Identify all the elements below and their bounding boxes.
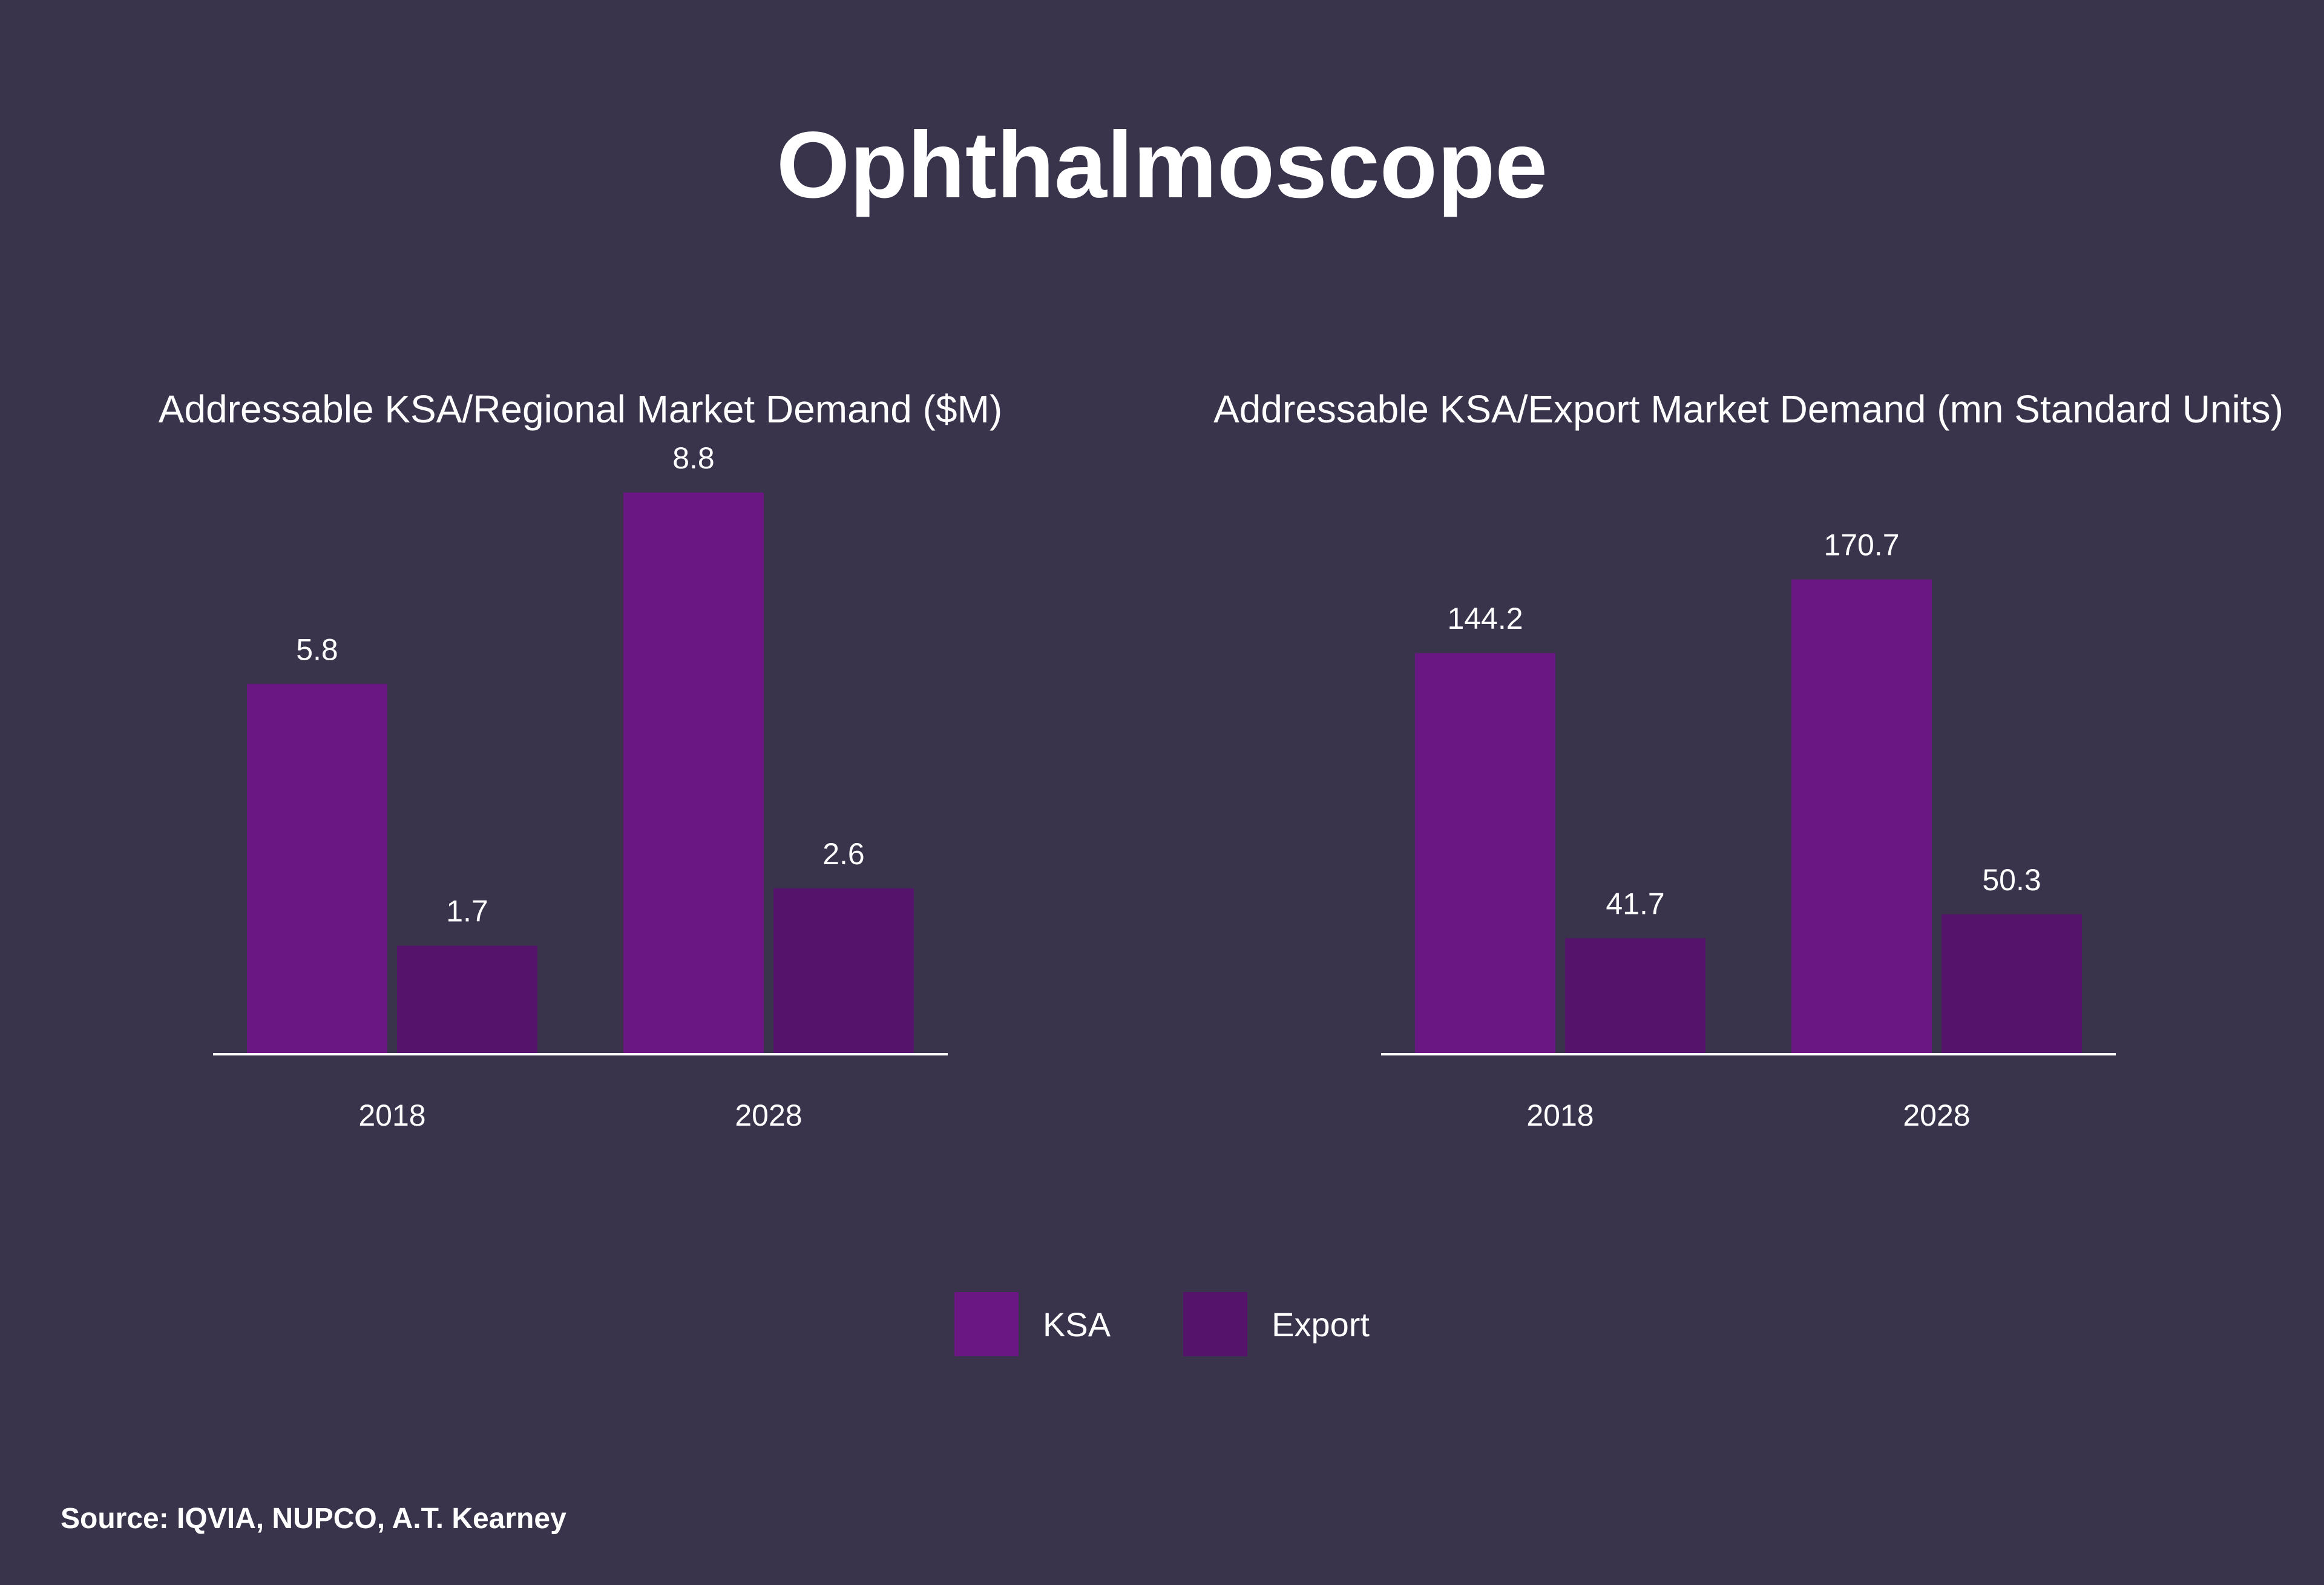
- legend-label-export: Export: [1272, 1305, 1370, 1344]
- legend-swatch-ksa: [954, 1292, 1019, 1356]
- regional-chart-tick-label-2018: 2018: [358, 1098, 425, 1132]
- export-chart-tick-label-2018: 2018: [1526, 1098, 1594, 1132]
- export-chart-data-label-ksa-2028: 170.7: [1823, 528, 1899, 562]
- chart-export-demand-svg: Addressable KSA/Export Market Demand (mn…: [1213, 387, 2283, 1132]
- legend-item-export: Export: [1183, 1292, 1370, 1356]
- regional-chart-data-label-ksa-2028: 8.8: [672, 441, 715, 475]
- export-chart-bar-ksa-2028: [1791, 579, 1932, 1054]
- chart-export-demand: Addressable KSA/Export Market Demand (mn…: [1168, 375, 2306, 1162]
- export-chart-title: Addressable KSA/Export Market Demand (mn…: [1213, 387, 2283, 431]
- chart-regional-demand-svg: Addressable KSA/Regional Market Demand (…: [159, 387, 1002, 1132]
- export-chart-bar-export-2018: [1565, 938, 1705, 1054]
- page-title: Ophthalmoscope: [776, 113, 1548, 218]
- legend: KSA Export: [0, 1292, 2324, 1356]
- regional-chart-data-label-ksa-2018: 5.8: [296, 632, 338, 666]
- source-note: Source: IQVIA, NUPCO, A.T. Kearney: [61, 1503, 566, 1535]
- regional-chart-data-label-export-2028: 2.6: [822, 837, 865, 871]
- export-chart-data-label-export-2028: 50.3: [1982, 863, 2041, 897]
- export-chart-bar-export-2028: [1942, 914, 2082, 1054]
- legend-item-ksa: KSA: [954, 1292, 1111, 1356]
- regional-chart-data-label-export-2018: 1.7: [446, 894, 488, 928]
- regional-chart-bar-ksa-2018: [247, 684, 387, 1054]
- export-chart-data-label-export-2018: 41.7: [1606, 887, 1664, 920]
- export-chart-tick-label-2028: 2028: [1903, 1098, 1970, 1132]
- regional-chart-bar-export-2028: [773, 888, 914, 1054]
- regional-chart-bar-ksa-2028: [623, 492, 764, 1054]
- export-chart-data-label-ksa-2018: 144.2: [1447, 602, 1523, 635]
- regional-chart-tick-label-2028: 2028: [735, 1098, 802, 1132]
- regional-chart-title: Addressable KSA/Regional Market Demand (…: [159, 387, 1002, 431]
- legend-label-ksa: KSA: [1043, 1305, 1111, 1344]
- legend-swatch-export: [1183, 1292, 1248, 1356]
- chart-regional-demand: Addressable KSA/Regional Market Demand (…: [0, 375, 1138, 1162]
- regional-chart-bar-export-2018: [397, 945, 537, 1054]
- export-chart-bar-ksa-2018: [1415, 653, 1555, 1054]
